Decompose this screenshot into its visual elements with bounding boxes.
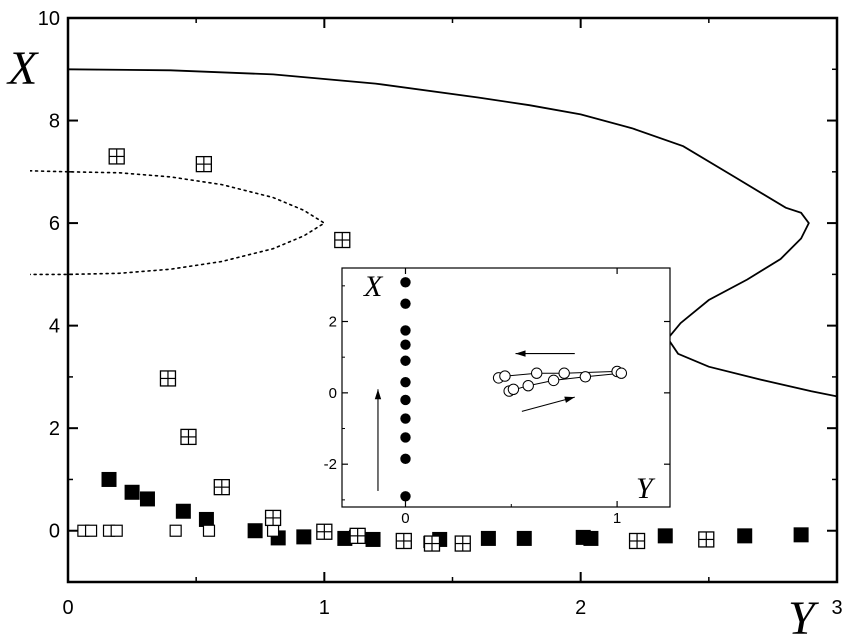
filled-square-point xyxy=(365,531,381,547)
filled-square-point xyxy=(247,523,263,539)
open-circle-point xyxy=(615,367,628,379)
main-curves xyxy=(30,68,837,398)
inset-arrow xyxy=(374,389,382,491)
crossed-square-point xyxy=(316,523,333,540)
open-square-point xyxy=(110,524,123,537)
main-x-tick-label: 2 xyxy=(575,597,586,619)
open-circle-point xyxy=(558,367,570,379)
main-y-tick-label: 8 xyxy=(49,111,60,133)
open-square-point xyxy=(84,524,98,537)
filled-square-point xyxy=(124,484,140,500)
crossed-square-point xyxy=(334,231,351,249)
main-axis-ticks xyxy=(67,17,838,583)
filled-circle-point xyxy=(400,376,411,388)
main-y-tick-label: 6 xyxy=(49,213,60,235)
main-y-tick-label: 4 xyxy=(49,316,60,338)
main-y-tick-label: 0 xyxy=(49,521,60,543)
filled-square-point xyxy=(583,530,599,546)
inset-plot-frame xyxy=(341,267,671,508)
filled-circle-point xyxy=(400,413,411,424)
crossed-square-point xyxy=(180,428,197,446)
inset-y-axis-title: X xyxy=(363,270,384,303)
filled-square-point xyxy=(296,529,312,545)
filled-circle-point xyxy=(400,277,411,288)
inset-x-tick-label: 1 xyxy=(613,510,621,527)
main-x-tick-label: 3 xyxy=(831,597,842,619)
crossed-square-point xyxy=(423,535,441,552)
filled-circle-point xyxy=(400,394,411,406)
inset-arrows xyxy=(374,350,575,491)
main-y-tick-label: 2 xyxy=(49,418,60,440)
inset-arrow xyxy=(521,396,575,412)
dotted-curve xyxy=(30,170,326,276)
open-circle-point xyxy=(579,371,592,383)
filled-circle-point xyxy=(400,355,411,366)
inset-y-tick-label: 2 xyxy=(329,314,337,331)
open-circle-point xyxy=(547,374,560,387)
crossed-square-point xyxy=(264,509,282,527)
filled-circle-point xyxy=(400,432,411,443)
filled-square-point xyxy=(737,528,753,544)
open-circle-point xyxy=(499,370,511,382)
filled-square-point xyxy=(101,471,117,487)
inset-arrow xyxy=(515,350,575,357)
crossed-square-point xyxy=(454,535,471,552)
open-square-point xyxy=(202,524,216,537)
main-x-axis-title: Y xyxy=(788,592,819,635)
filled-square-point xyxy=(480,530,496,546)
open-circle-point xyxy=(530,367,543,379)
inset-axis-tick-labels: 0 1 -2 0 2 xyxy=(324,314,622,527)
inset-plot: 0 1 -2 0 2 Y X xyxy=(324,267,671,527)
filled-square-point xyxy=(139,491,155,507)
crossed-square-point xyxy=(349,527,366,545)
crossed-square-point xyxy=(213,478,230,496)
open-square-point xyxy=(169,524,182,537)
inset-x-axis-title: Y xyxy=(636,472,656,505)
filled-circle-point xyxy=(400,453,411,465)
crossed-square-point xyxy=(108,148,125,165)
main-y-tick-label: 10 xyxy=(38,8,60,30)
crossed-square-point xyxy=(628,532,646,550)
crossed-square-point xyxy=(698,531,715,548)
filled-square-point xyxy=(198,511,214,527)
inset-markers xyxy=(400,277,628,502)
inset-x-tick-label: 0 xyxy=(401,510,409,527)
inset-y-tick-label: -2 xyxy=(324,456,337,473)
main-x-tick-label: 0 xyxy=(62,597,73,619)
main-x-tick-label: 1 xyxy=(319,597,330,619)
filled-circle-point xyxy=(400,325,411,336)
open-circle-point xyxy=(522,380,534,392)
filled-square-point xyxy=(337,530,353,546)
filled-square-point xyxy=(657,528,673,544)
inset-axis-ticks xyxy=(342,268,670,507)
filled-circle-point xyxy=(400,339,411,350)
crossed-square-point xyxy=(195,155,213,173)
main-markers xyxy=(77,148,809,552)
filled-circle-point xyxy=(400,491,411,502)
crossed-square-point xyxy=(159,370,177,387)
filled-circle-point xyxy=(400,298,411,309)
filled-square-point xyxy=(516,530,532,546)
main-y-axis-title: X xyxy=(6,42,39,95)
open-circle-point xyxy=(507,383,520,395)
crossed-square-point xyxy=(395,532,412,550)
solid-curve xyxy=(67,68,837,398)
open-square-point xyxy=(266,524,280,537)
inset-y-tick-label: 0 xyxy=(329,385,337,402)
filled-square-point xyxy=(175,503,191,519)
filled-square-point xyxy=(793,527,809,543)
